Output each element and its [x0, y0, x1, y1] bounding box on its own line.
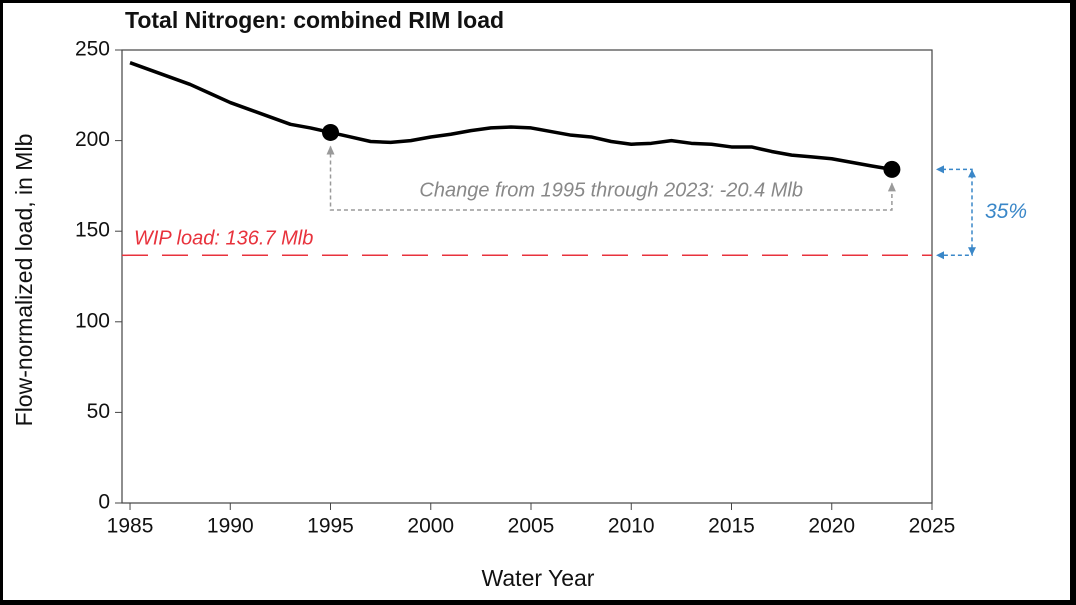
- plot-frame: [121, 49, 933, 504]
- x-tick-label: 2000: [407, 515, 454, 538]
- y-axis-label: Flow-normalized load, in Mlb: [11, 134, 37, 427]
- y-tick-label: 250: [75, 38, 110, 61]
- x-tick-label: 1990: [207, 515, 254, 538]
- arrowhead: [326, 145, 335, 155]
- x-tick-label: 1985: [107, 515, 154, 538]
- arrowhead: [936, 251, 944, 260]
- point-marker: [883, 160, 901, 178]
- arrowhead: [936, 165, 944, 174]
- x-tick-label: 2020: [808, 515, 855, 538]
- arrowhead: [968, 169, 976, 178]
- x-tick-label: 2010: [608, 515, 655, 538]
- reference-label: WIP load: 136.7 Mlb: [134, 228, 313, 250]
- y-tick-label: 150: [75, 219, 110, 242]
- x-axis-label: Water Year: [482, 565, 595, 591]
- x-tick-label: 2005: [508, 515, 555, 538]
- x-tick-label: 2025: [909, 515, 956, 538]
- x-tick-label: 2015: [708, 515, 755, 538]
- y-tick-label: 200: [75, 128, 110, 151]
- point-marker: [322, 123, 340, 141]
- x-tick-label: 1995: [307, 515, 354, 538]
- chart-title: Total Nitrogen: combined RIM load: [125, 7, 504, 33]
- change-bracket: [329, 146, 893, 211]
- y-tick-label: 100: [75, 309, 110, 332]
- percent-annotation: 35%: [985, 200, 1027, 223]
- arrowhead: [968, 247, 976, 256]
- line: [129, 61, 893, 172]
- change-annotation: Change from 1995 through 2023: -20.4 Mlb: [419, 179, 803, 201]
- percent-bracket: [942, 168, 973, 257]
- background: [3, 3, 1070, 600]
- y-tick-label: 50: [87, 400, 110, 423]
- arrowhead: [887, 182, 896, 192]
- y-tick-label: 0: [98, 491, 110, 514]
